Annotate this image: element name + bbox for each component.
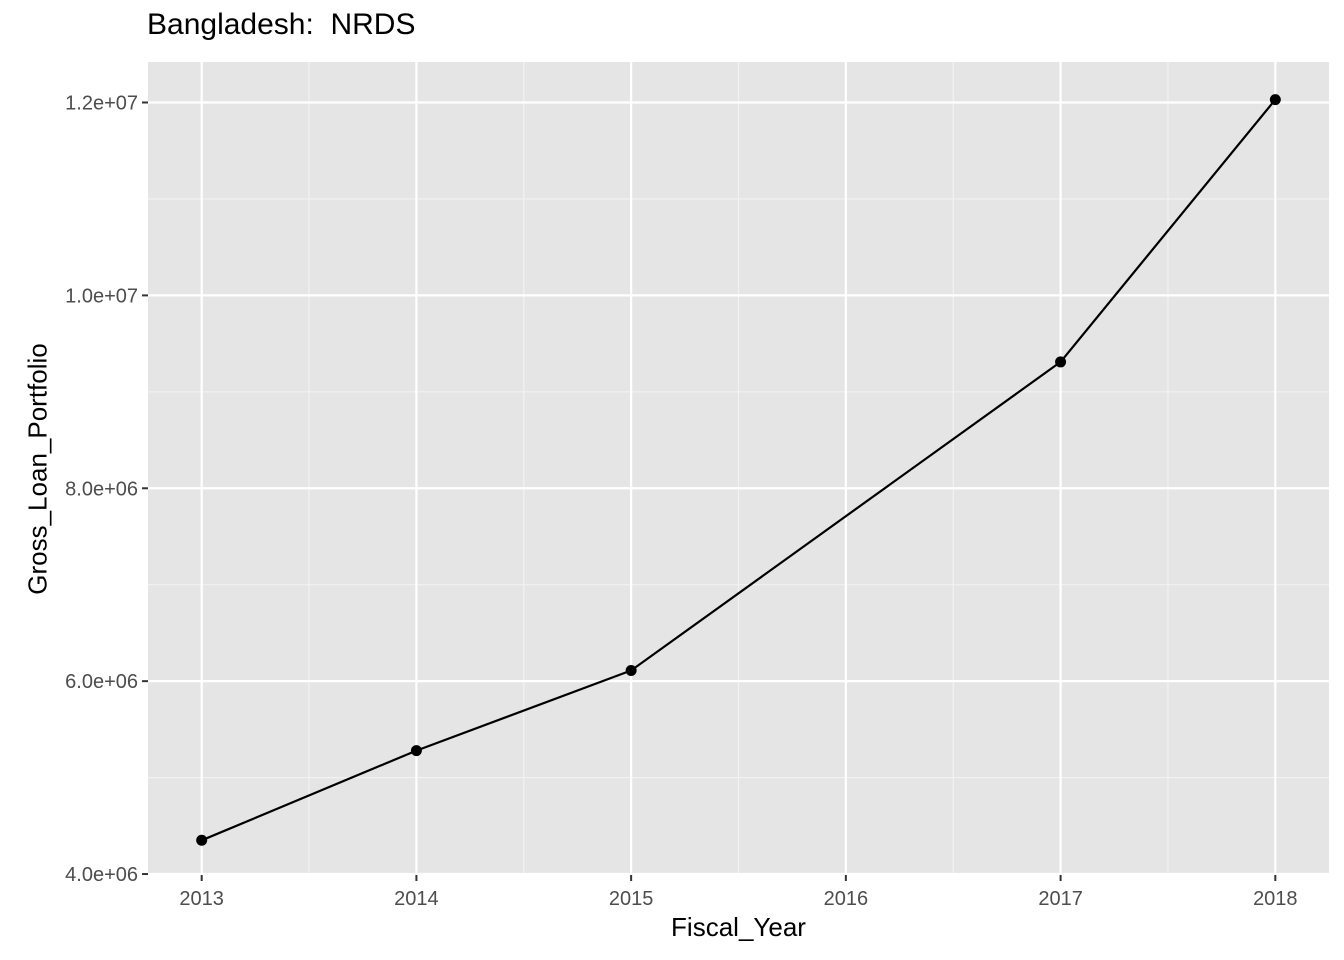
y-tick-label: 1.0e+07 — [65, 285, 138, 307]
x-tick-label: 2013 — [179, 888, 224, 910]
data-point — [1269, 94, 1281, 106]
x-tick-label: 2018 — [1253, 888, 1298, 910]
x-tick-label: 2016 — [824, 888, 869, 910]
x-tick-label: 2015 — [609, 888, 654, 910]
chart-title: Bangladesh: NRDS — [147, 8, 416, 41]
data-point — [1055, 356, 1067, 368]
data-point — [196, 834, 208, 846]
x-tick-label: 2014 — [394, 888, 439, 910]
data-point — [410, 745, 422, 757]
x-axis-label: Fiscal_Year — [671, 912, 806, 942]
y-axis-label: Gross_Loan_Portfolio — [22, 343, 53, 595]
y-tick-label: 8.0e+06 — [65, 478, 138, 500]
y-tick-label: 1.2e+07 — [65, 93, 138, 115]
data-point — [625, 665, 637, 677]
y-tick-label: 6.0e+06 — [65, 671, 138, 693]
x-tick-label: 2017 — [1038, 888, 1083, 910]
y-tick-label: 4.0e+06 — [65, 864, 138, 886]
